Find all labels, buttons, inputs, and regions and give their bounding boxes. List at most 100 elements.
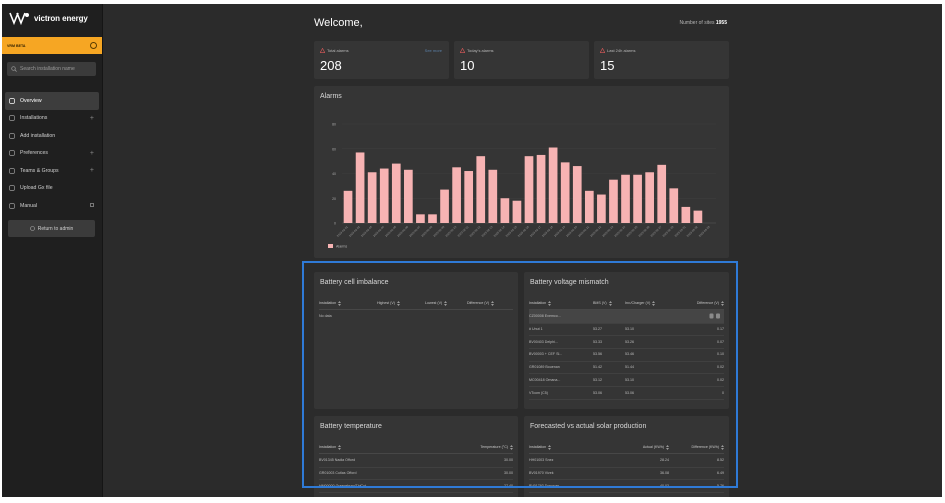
alarm-bar[interactable]	[669, 188, 679, 223]
sidebar-item-upload-gx-file[interactable]: Upload Gx file	[5, 180, 99, 198]
col-installation[interactable]: Installation	[529, 300, 593, 306]
return-to-admin-button[interactable]: Return to admin	[8, 220, 95, 237]
battery-cell-imbalance-panel: Battery cell imbalance Installation High…	[314, 272, 518, 409]
beta-banner[interactable]: VRM BETA	[2, 37, 102, 54]
sort-icon	[548, 300, 552, 306]
table-row[interactable]: BV00003 + CEF Sl... 53.56 53.46 0.10	[529, 348, 724, 362]
sidebar-item-manual[interactable]: Manual	[5, 197, 99, 215]
see-more-link[interactable]: See more	[424, 48, 442, 53]
table-row[interactable]: GR01003 Cutlas Offord 30.00	[319, 467, 513, 481]
stat-last24h-alarms[interactable]: Last 24h alarms 15	[594, 41, 729, 79]
info-icon[interactable]	[90, 42, 97, 49]
table-row[interactable]: MC00418 Omana... 53.12 53.10 0.02	[529, 374, 724, 388]
alarm-bar[interactable]	[367, 172, 377, 223]
alarm-bar[interactable]	[621, 174, 630, 223]
table-row[interactable]: BV00403 Delphi... 53.33 53.26 0.07	[529, 335, 724, 350]
table-row[interactable]: HM00000 Greensburg/ThiCut 27.40	[319, 479, 513, 494]
alarm-bar[interactable]	[572, 166, 582, 223]
sidebar-search[interactable]	[7, 62, 96, 76]
alarm-bar[interactable]	[440, 189, 449, 223]
alarm-bar[interactable]	[609, 179, 618, 223]
table-row[interactable]: BV01970 Vivek 36.08 6.49	[529, 467, 724, 481]
legend-label: Alarms	[336, 245, 347, 249]
table-cell: BV00003 + CEF Sl...	[529, 352, 563, 357]
table-row[interactable]: BV01793 Donovan 40.03 5.76	[529, 479, 724, 494]
alarm-bar[interactable]	[548, 147, 558, 223]
x-tick-label: 2023-02-13	[481, 225, 494, 238]
temperature-table-header: Installation Temperature (°C)	[319, 441, 513, 454]
sort-icon	[338, 300, 342, 306]
alarm-bar[interactable]	[404, 169, 413, 223]
row-action-icons[interactable]	[709, 313, 721, 320]
alarm-bar[interactable]	[416, 214, 425, 223]
col-temperature[interactable]: Temperature (°C)	[459, 444, 513, 450]
table-cell: 51.42	[593, 365, 602, 370]
col-inverter-charger[interactable]: Inv./Charger (V)	[625, 300, 677, 306]
alarm-bar[interactable]	[645, 172, 654, 223]
voltage-table-header: Installation BMS (V) Inv./Charger (V) Di…	[529, 297, 724, 310]
col-installation[interactable]: Installation	[529, 444, 617, 450]
table-row[interactable]: HH01003 Snez 28.24 8.52	[529, 454, 724, 468]
alarm-bar[interactable]	[524, 156, 534, 223]
col-difference[interactable]: Difference (V)	[467, 300, 513, 306]
sidebar-item-preferences[interactable]: Preferences +	[5, 145, 99, 163]
col-installation[interactable]: Installation	[319, 300, 377, 306]
table-row[interactable]: GR01089 Bouenan 51.42 51.44 0.02	[529, 361, 724, 375]
stat-today-alarms[interactable]: Today's alarms 10	[454, 41, 589, 79]
table-cell: 53.33	[593, 339, 602, 344]
alarm-bar[interactable]	[597, 194, 606, 223]
stat-total-alarms[interactable]: Total alarms See more 208	[314, 41, 449, 79]
beta-label: VRM BETA	[7, 43, 26, 48]
sort-icon	[338, 444, 342, 450]
col-actual[interactable]: Actual (KWh)	[617, 444, 669, 450]
alarm-bar[interactable]	[343, 190, 353, 223]
x-tick-label: 2023-02-24	[613, 225, 626, 238]
alarm-bar[interactable]	[536, 154, 546, 223]
search-input[interactable]	[20, 66, 90, 72]
legend-swatch[interactable]	[328, 244, 333, 248]
expand-plus-icon[interactable]: +	[89, 114, 94, 122]
sites-count: Number of sites 1955	[679, 20, 727, 26]
table-cell: 53.46	[625, 352, 634, 357]
alarm-bar[interactable]	[488, 169, 498, 223]
expand-plus-icon[interactable]: +	[89, 167, 94, 174]
col-highest[interactable]: Highest (V)	[377, 300, 425, 306]
table-row[interactable]: # Unut 1 53.27 53.10 0.17	[529, 323, 724, 337]
col-difference[interactable]: Difference (KWh)	[669, 444, 724, 450]
table-row[interactable]: VTcom (C5) 53.06 53.06 0	[529, 386, 724, 400]
alarm-bar[interactable]	[657, 164, 667, 223]
battery-voltage-mismatch-panel: Battery voltage mismatch Installation BM…	[524, 272, 729, 409]
brand-logo[interactable]: victron energy	[8, 11, 88, 25]
alarm-bar[interactable]	[391, 163, 401, 223]
col-installation[interactable]: Installation	[319, 444, 459, 450]
table-row[interactable]: BV01345 Nadia Offord 30.00	[319, 454, 513, 468]
alarm-bar[interactable]	[355, 152, 365, 223]
alarm-bar[interactable]	[584, 190, 594, 223]
x-tick-label: 2023-02-26	[637, 225, 650, 238]
table-cell: 28.24	[660, 458, 669, 463]
alarm-bar[interactable]	[560, 162, 570, 223]
alarm-bar[interactable]	[464, 171, 474, 223]
alarm-bar[interactable]	[452, 167, 461, 223]
col-lowest[interactable]: Lowest (V)	[425, 300, 467, 306]
sidebar-item-installations[interactable]: Installations +	[5, 110, 99, 128]
alarm-bar[interactable]	[500, 198, 510, 223]
alarm-bar[interactable]	[681, 206, 691, 223]
alarm-bar[interactable]	[476, 156, 486, 223]
sidebar-nav: Overview Installations + Add installation Pr…	[5, 92, 99, 215]
table-cell: BV01793 Donovan	[529, 483, 560, 488]
expand-plus-icon[interactable]: +	[89, 149, 94, 157]
alarm-bar[interactable]	[633, 174, 642, 223]
alarm-bar[interactable]	[512, 200, 522, 223]
sidebar-item-overview[interactable]: Overview	[5, 92, 99, 110]
alarm-bar[interactable]	[428, 214, 437, 223]
table-row[interactable]: CZ00008 Exemco...	[529, 310, 724, 324]
col-bms[interactable]: BMS (V)	[593, 300, 625, 306]
sidebar-item-teams-groups[interactable]: Teams & Groups +	[5, 162, 99, 180]
table-cell: 8.52	[717, 458, 724, 463]
alarm-bar[interactable]	[379, 168, 389, 223]
x-tick-label: 2023-02-27	[649, 225, 662, 238]
col-difference[interactable]: Difference (V)	[677, 300, 724, 306]
sidebar-item-add-installation[interactable]: Add installation	[5, 127, 99, 145]
alarm-bar[interactable]	[693, 210, 703, 223]
